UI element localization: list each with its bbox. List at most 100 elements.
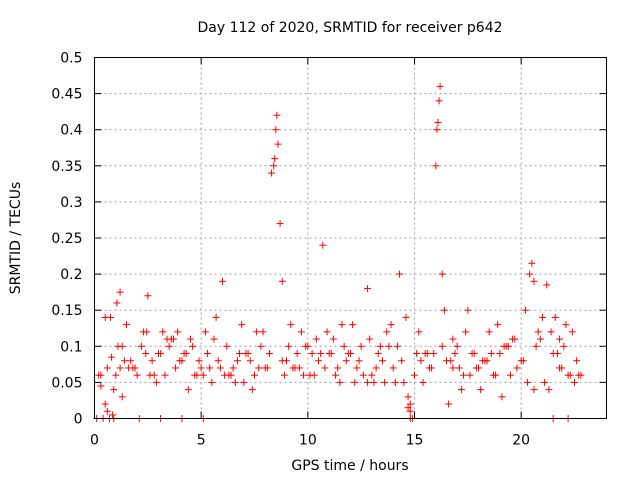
data-point [184,386,192,394]
data-point [255,364,263,372]
data-point [123,321,130,329]
data-point [274,140,282,148]
y-tick-label: 0.5 [60,51,82,67]
data-point [319,241,327,249]
x-tick-label: 20 [512,433,530,449]
x-tick-label: 5 [197,433,206,449]
data-point [511,335,519,343]
data-point [189,342,197,350]
data-point [169,335,177,343]
data-point [238,321,246,329]
data-point [449,364,457,372]
data-point [195,357,203,365]
data-point [223,342,231,350]
data-point [133,371,141,379]
data-point [116,288,124,296]
data-point [374,350,382,358]
data-point [327,350,335,358]
data-point [210,335,218,343]
data-point [562,321,570,329]
data-point [308,350,316,358]
data-point [152,378,160,386]
data-point [334,364,342,372]
data-point [372,364,380,372]
data-point [323,328,331,336]
data-point [233,357,241,365]
data-point [553,350,561,358]
data-point [423,350,431,358]
data-point [263,364,271,372]
data-point [97,371,105,379]
data-point [231,378,239,386]
data-point [496,350,504,358]
data-point [268,169,276,177]
data-point [415,328,423,336]
x-tick-label: 15 [406,433,424,449]
data-point [404,393,412,401]
data-point [530,277,538,285]
data-point [494,321,502,329]
data-point [219,277,226,285]
grid-lines [94,57,607,419]
x-tick-label: 10 [299,433,317,449]
data-point [532,342,540,350]
data-point [353,364,361,372]
data-point [312,335,320,343]
data-point [110,386,118,394]
data-point [462,328,470,336]
data-point [214,357,222,365]
data-point [524,378,532,386]
data-point [276,220,284,228]
data-point [406,400,414,408]
data-point [148,357,156,365]
data-point [400,378,408,386]
data-point [120,357,128,365]
data-point [568,328,576,336]
data-point [191,371,199,379]
data-point [182,350,190,358]
data-point [101,400,109,408]
data-point [434,118,442,126]
data-point [402,313,410,321]
data-point [251,371,258,379]
data-point [477,386,485,394]
data-point [178,357,186,365]
data-point [265,350,273,358]
data-point [435,97,443,105]
x-tick-label: 0 [90,433,99,449]
data-point [187,335,194,343]
data-point [457,386,465,394]
axis-ticks: 0 0.05 0.1 0.15 0.2 0.25 0.3 0.35 0.4 0.45 0.5 0 5 10… [51,51,607,449]
data-point [201,328,209,336]
data-point [449,335,457,343]
data-point [216,364,224,372]
data-point [383,328,391,336]
data-point [278,277,286,285]
data-point [417,357,425,365]
y-tick-label: 0.2 [60,267,82,283]
data-point [558,364,566,372]
data-point [272,126,280,134]
y-tick-label: 0 [74,412,83,428]
data-point [364,378,372,386]
data-point [221,371,229,379]
data-point [306,371,314,379]
data-point [332,371,340,379]
data-point [357,342,365,350]
data-point [566,371,574,379]
data-point [526,270,534,278]
data-point [248,386,256,394]
data-point [404,404,412,412]
data-point [240,378,248,386]
data-point [430,350,438,358]
data-point [270,162,278,170]
data-point [116,364,124,372]
data-point [137,342,145,350]
data-point [142,350,150,358]
data-point [159,328,167,336]
data-point [560,342,568,350]
data-point [329,335,337,343]
data-point [545,386,553,394]
data-point [257,342,265,350]
data-point [253,328,261,336]
